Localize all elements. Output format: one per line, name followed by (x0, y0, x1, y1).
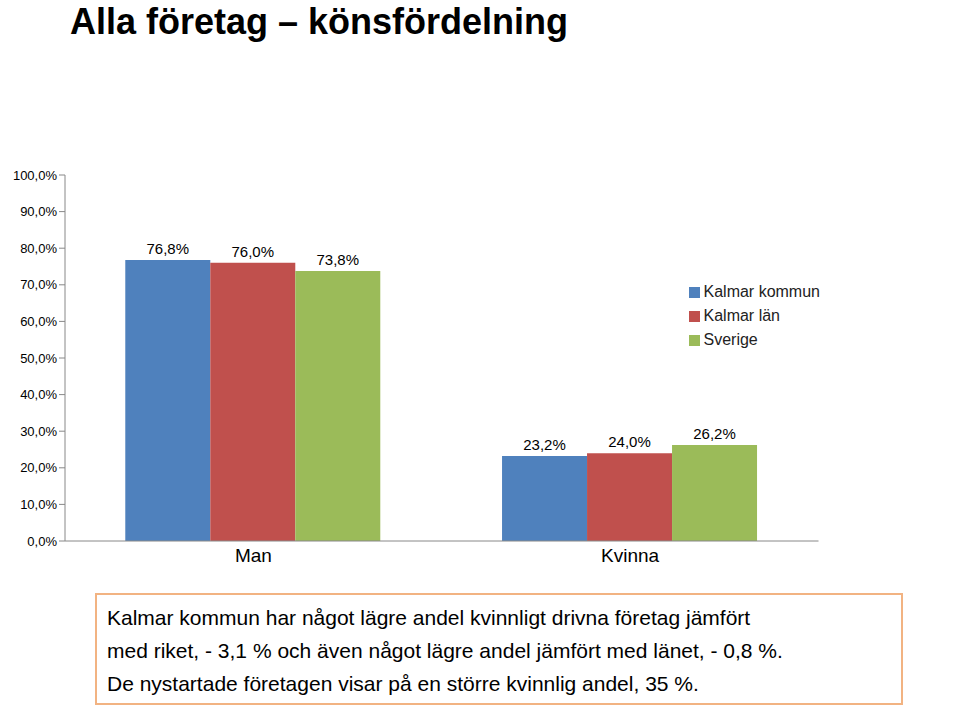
svg-text:80,0%: 80,0% (20, 241, 57, 256)
html-text:med riket, - 3,1 % och även nå: med riket, - 3,1 % och även något lägre … (107, 639, 783, 662)
svg-text:Man: Man (235, 545, 272, 566)
svg-text:70,0%: 70,0% (20, 277, 57, 292)
svg-text:100,0%: 100,0% (13, 168, 58, 183)
html-text:Kalmar kommun har något lägre: Kalmar kommun har något lägre andel kvin… (107, 606, 751, 629)
html-text:Sverige: Sverige (703, 331, 758, 348)
svg-text:10,0%: 10,0% (20, 497, 57, 512)
html-text:Kalmar kommun: Kalmar kommun (703, 283, 820, 300)
svg-text:73,8%: 73,8% (317, 251, 360, 268)
html-text:De nystartade företagen visar: De nystartade företagen visar på en stör… (107, 672, 699, 695)
svg-text:76,0%: 76,0% (232, 243, 275, 260)
svg-text:76,8%: 76,8% (147, 240, 190, 257)
svg-text:Kvinna: Kvinna (601, 545, 660, 566)
svg-text:40,0%: 40,0% (20, 387, 57, 402)
svg-text:30,0%: 30,0% (20, 424, 57, 439)
svg-text:24,0%: 24,0% (608, 433, 651, 450)
svg-text:20,0%: 20,0% (20, 460, 57, 475)
svg-text:90,0%: 90,0% (20, 204, 57, 219)
html-text:Alla företag – könsfördelning: Alla företag – könsfördelning (70, 1, 569, 42)
svg-text:26,2%: 26,2% (693, 425, 736, 442)
svg-text:0,0%: 0,0% (27, 534, 57, 549)
svg-text:50,0%: 50,0% (20, 351, 57, 366)
html-text:Kalmar län: Kalmar län (703, 307, 780, 324)
svg-text:60,0%: 60,0% (20, 314, 57, 329)
svg-text:23,2%: 23,2% (523, 436, 566, 453)
